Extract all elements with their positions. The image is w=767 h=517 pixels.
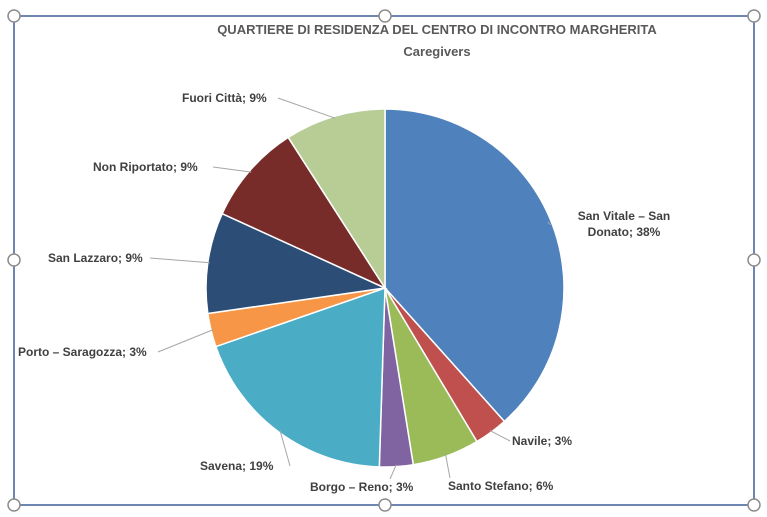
data-label: Santo Stefano; 6% — [448, 479, 554, 493]
data-label: Borgo – Reno; 3% — [310, 480, 414, 494]
chart-title: QUARTIERE DI RESIDENZA DEL CENTRO DI INC… — [217, 22, 657, 37]
handle[interactable] — [378, 498, 392, 512]
data-label: Non Riportato; 9% — [93, 160, 198, 174]
pie-slice — [221, 136, 388, 290]
handle[interactable] — [7, 253, 21, 267]
data-label: San Lazzaro; 9% — [48, 251, 143, 265]
data-label: Fuori Città; 9% — [182, 91, 267, 105]
leader-line — [445, 454, 451, 479]
handle[interactable] — [7, 9, 21, 23]
leader-line — [149, 257, 210, 264]
handle[interactable] — [7, 498, 21, 512]
chart-subtitle: Caregivers — [403, 44, 470, 59]
leader-line — [212, 166, 252, 173]
handles — [7, 9, 761, 512]
pie-slice — [384, 108, 565, 423]
data-label: Navile; 3% — [512, 434, 573, 448]
handle[interactable] — [747, 9, 761, 23]
pie-slice — [287, 108, 386, 291]
leader-line — [279, 430, 291, 467]
leader-line — [389, 464, 397, 480]
leader-line — [489, 430, 511, 442]
handle[interactable] — [378, 9, 392, 23]
data-label: San Vitale – San Donato; 38% — [577, 209, 671, 239]
data-label: Porto – Saragozza; 3% — [18, 345, 147, 359]
leader-line — [277, 97, 336, 119]
leader-line — [547, 221, 551, 226]
handle[interactable] — [747, 498, 761, 512]
handle[interactable] — [747, 253, 761, 267]
data-label: Savena; 19% — [200, 459, 274, 473]
pie-slice — [214, 286, 386, 468]
leader-line — [157, 329, 214, 353]
